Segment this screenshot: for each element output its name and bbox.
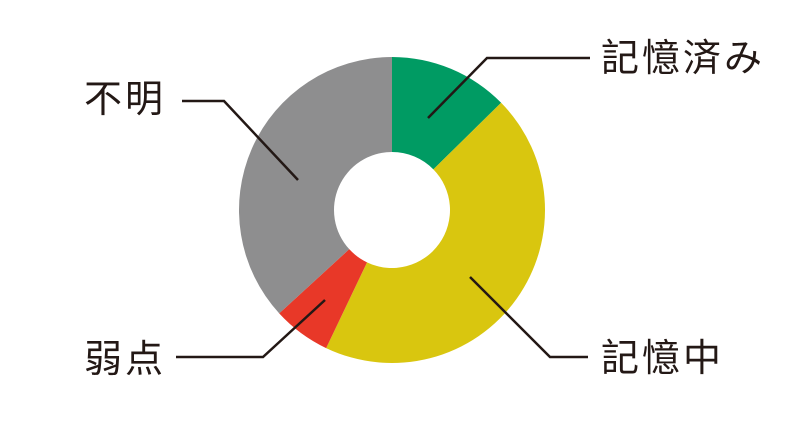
chart-label-memorized: 記憶済み <box>601 38 766 80</box>
chart-label-weak-point: 弱点 <box>84 339 167 381</box>
donut-slice-0 <box>392 57 502 170</box>
leader-line-1 <box>469 276 588 359</box>
chart-label-unknown: 不明 <box>84 79 167 121</box>
leader-line-2 <box>176 299 326 359</box>
donut-slice-3 <box>239 57 392 314</box>
leader-line-0 <box>427 56 590 119</box>
leader-line-3 <box>182 99 299 181</box>
chart-label-memorizing: 記憶中 <box>601 338 725 380</box>
